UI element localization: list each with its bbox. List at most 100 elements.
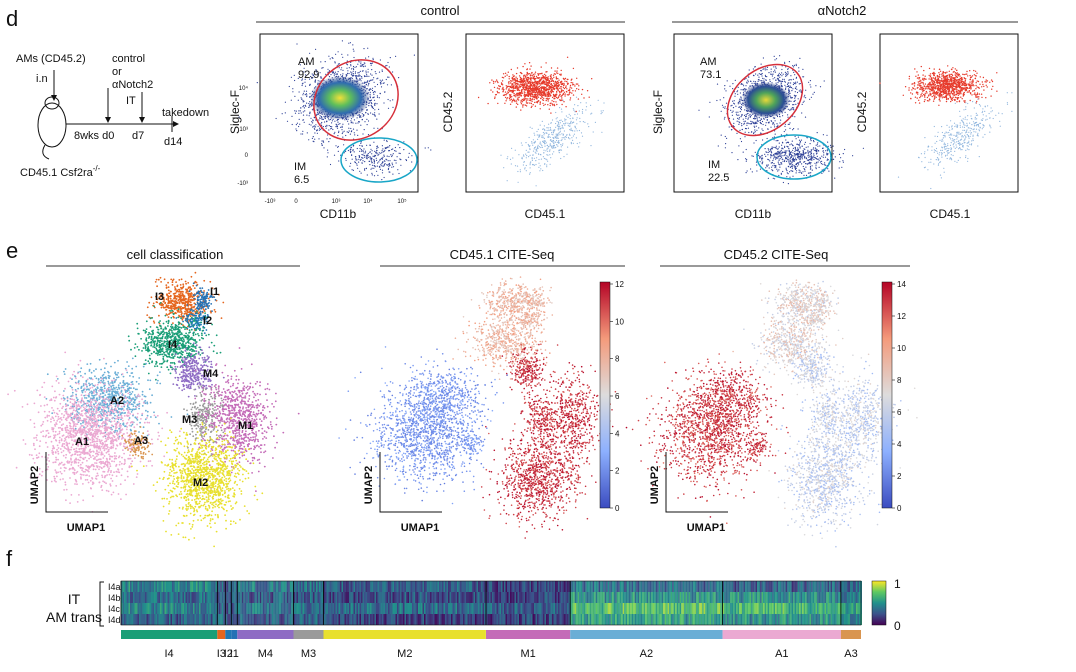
umap-y-label: UMAP2 xyxy=(649,466,661,505)
panel-letter-d: d xyxy=(6,6,18,31)
schematic-d7-label: d7 xyxy=(132,130,144,142)
cluster-segment-label: I4 xyxy=(165,648,174,660)
cluster-bar-segment xyxy=(217,630,225,639)
cluster-label: A2 xyxy=(110,395,124,407)
cluster-label: A1 xyxy=(75,436,89,448)
x-axis-label: CD11b xyxy=(735,207,772,221)
xtick-label: 10⁵ xyxy=(397,198,407,205)
am-value-control: 92.9 xyxy=(298,69,319,81)
cluster-segment-label: A3 xyxy=(844,648,857,660)
heatmap-group-line2: AM trans xyxy=(46,609,102,625)
schematic-wks-label: 8wks d0 xyxy=(74,130,114,142)
umap-x-label: UMAP1 xyxy=(67,522,106,534)
anotch-group-header: αNotch2 xyxy=(818,3,867,18)
colorbar-tick-label: 12 xyxy=(615,280,624,289)
cluster-segment-label: M2 xyxy=(397,648,412,660)
cluster-bar-segment xyxy=(121,630,217,639)
control-group-header: control xyxy=(420,3,459,18)
heatmap-row-label: I4b xyxy=(108,593,121,603)
colorbar-tick-label: 8 xyxy=(615,355,620,364)
panel-letter-f: f xyxy=(6,546,13,571)
colorbar-tick-label: 12 xyxy=(897,312,906,321)
ytick-label: -10³ xyxy=(237,181,248,187)
cluster-bar-segment xyxy=(841,630,861,639)
umap-y-label: UMAP2 xyxy=(363,466,375,505)
umap-cd452 xyxy=(626,279,918,547)
xtick-label: 0 xyxy=(294,199,298,205)
cd45-plot-anotch: CD45.1 CD45.2 xyxy=(855,34,1018,221)
schematic-in-label: i.n xyxy=(36,73,48,85)
umap-axes: UMAP1 UMAP2 UMAP1 UMAP2 UMAP1 UMAP2 xyxy=(29,452,728,534)
cluster-label: M3 xyxy=(182,414,197,426)
mouse-icon xyxy=(38,103,66,147)
schematic-d14-label: d14 xyxy=(164,136,182,148)
cluster-bar-segment xyxy=(324,630,486,639)
x-axis-label: CD45.1 xyxy=(930,207,971,221)
schematic-takedown-label: takedown xyxy=(162,107,209,119)
heatmap xyxy=(121,581,862,625)
colorbar-tick-label: 14 xyxy=(897,280,906,289)
im-label-control: IM xyxy=(294,161,306,173)
colorbar-tick-label: 6 xyxy=(897,408,902,417)
x-axis-label: CD45.1 xyxy=(525,207,566,221)
schematic-control-label: control xyxy=(112,53,145,65)
y-axis-label: Siglec-F xyxy=(651,90,665,134)
colorbar-tick-label: 2 xyxy=(897,472,902,481)
am-value-anotch: 73.1 xyxy=(700,69,721,81)
colorbar-tick-label: 6 xyxy=(615,392,620,401)
colorbar-tick-label: 2 xyxy=(615,467,620,476)
umap-x-label: UMAP1 xyxy=(401,522,440,534)
ytick-label: 0 xyxy=(245,153,249,159)
xtick-label: -10³ xyxy=(265,199,276,205)
flow-plot-control: AM 92.9 IM 6.5 10⁴ 10³ 0 -10³ -10³ 0 10³… xyxy=(228,34,431,221)
umap-title-cd451: CD45.1 CITE-Seq xyxy=(450,247,555,262)
colorbar-tick-label: 0 xyxy=(897,504,902,513)
experiment-schematic: AMs (CD45.2) i.n control or αNotch2 IT t… xyxy=(16,53,209,179)
flow-plot-anotch: AM 73.1 IM 22.5 CD11b Siglec-F xyxy=(651,34,864,221)
colorbar-tick-label: 0 xyxy=(615,504,620,513)
cluster-label: M2 xyxy=(193,477,208,489)
heatmap-group-line1: IT xyxy=(68,591,81,607)
cluster-segment-label: I1 xyxy=(230,648,239,660)
umap-x-label: UMAP1 xyxy=(687,522,726,534)
heatmap-row-label: I4a xyxy=(108,582,121,592)
schematic-mouse-label: CD45.1 Csf2ra-/- xyxy=(20,164,101,179)
cluster-label: M1 xyxy=(238,420,253,432)
colorbar-min-label: 0 xyxy=(894,619,901,633)
cluster-segment-label: M1 xyxy=(520,648,535,660)
im-value-control: 6.5 xyxy=(294,174,309,186)
cluster-label: I3 xyxy=(155,291,164,303)
cluster-bar-segment xyxy=(570,630,722,639)
cluster-label: I2 xyxy=(203,315,212,327)
heatmap-row-label: I4d xyxy=(108,615,121,625)
xtick-label: 10³ xyxy=(332,199,341,205)
cd45-plot-control: CD45.1 CD45.2 xyxy=(441,34,624,221)
cluster-bar-segment xyxy=(237,630,293,639)
colorbar-tick-label: 4 xyxy=(897,440,902,449)
colorbar-tick-label: 10 xyxy=(615,317,624,326)
cluster-label: M4 xyxy=(203,368,219,380)
umap-classification xyxy=(7,272,299,547)
im-label-anotch: IM xyxy=(708,159,720,171)
cluster-label: A3 xyxy=(134,435,148,447)
schematic-or-label: or xyxy=(112,66,122,78)
colorbar-tick-label: 8 xyxy=(897,376,902,385)
colorbar-heatmap: 1 0 xyxy=(872,577,901,633)
colorbar-tick-label: 4 xyxy=(615,429,620,438)
cluster-segment-label: M4 xyxy=(258,648,273,660)
y-axis-label: Siglec-F xyxy=(228,90,242,134)
cluster-segment-label: A1 xyxy=(775,648,788,660)
umap-title-classification: cell classification xyxy=(127,247,224,262)
cluster-segment-label: A2 xyxy=(640,648,653,660)
umap-y-label: UMAP2 xyxy=(29,466,41,505)
cluster-label: I1 xyxy=(210,286,219,298)
cluster-label: I4 xyxy=(168,339,178,351)
schematic-anotch-label: αNotch2 xyxy=(112,79,153,91)
cluster-bar-segment xyxy=(294,630,324,639)
umap-title-cd452: CD45.2 CITE-Seq xyxy=(724,247,829,262)
am-label-control: AM xyxy=(298,56,315,68)
y-axis-label: CD45.2 xyxy=(441,91,455,132)
